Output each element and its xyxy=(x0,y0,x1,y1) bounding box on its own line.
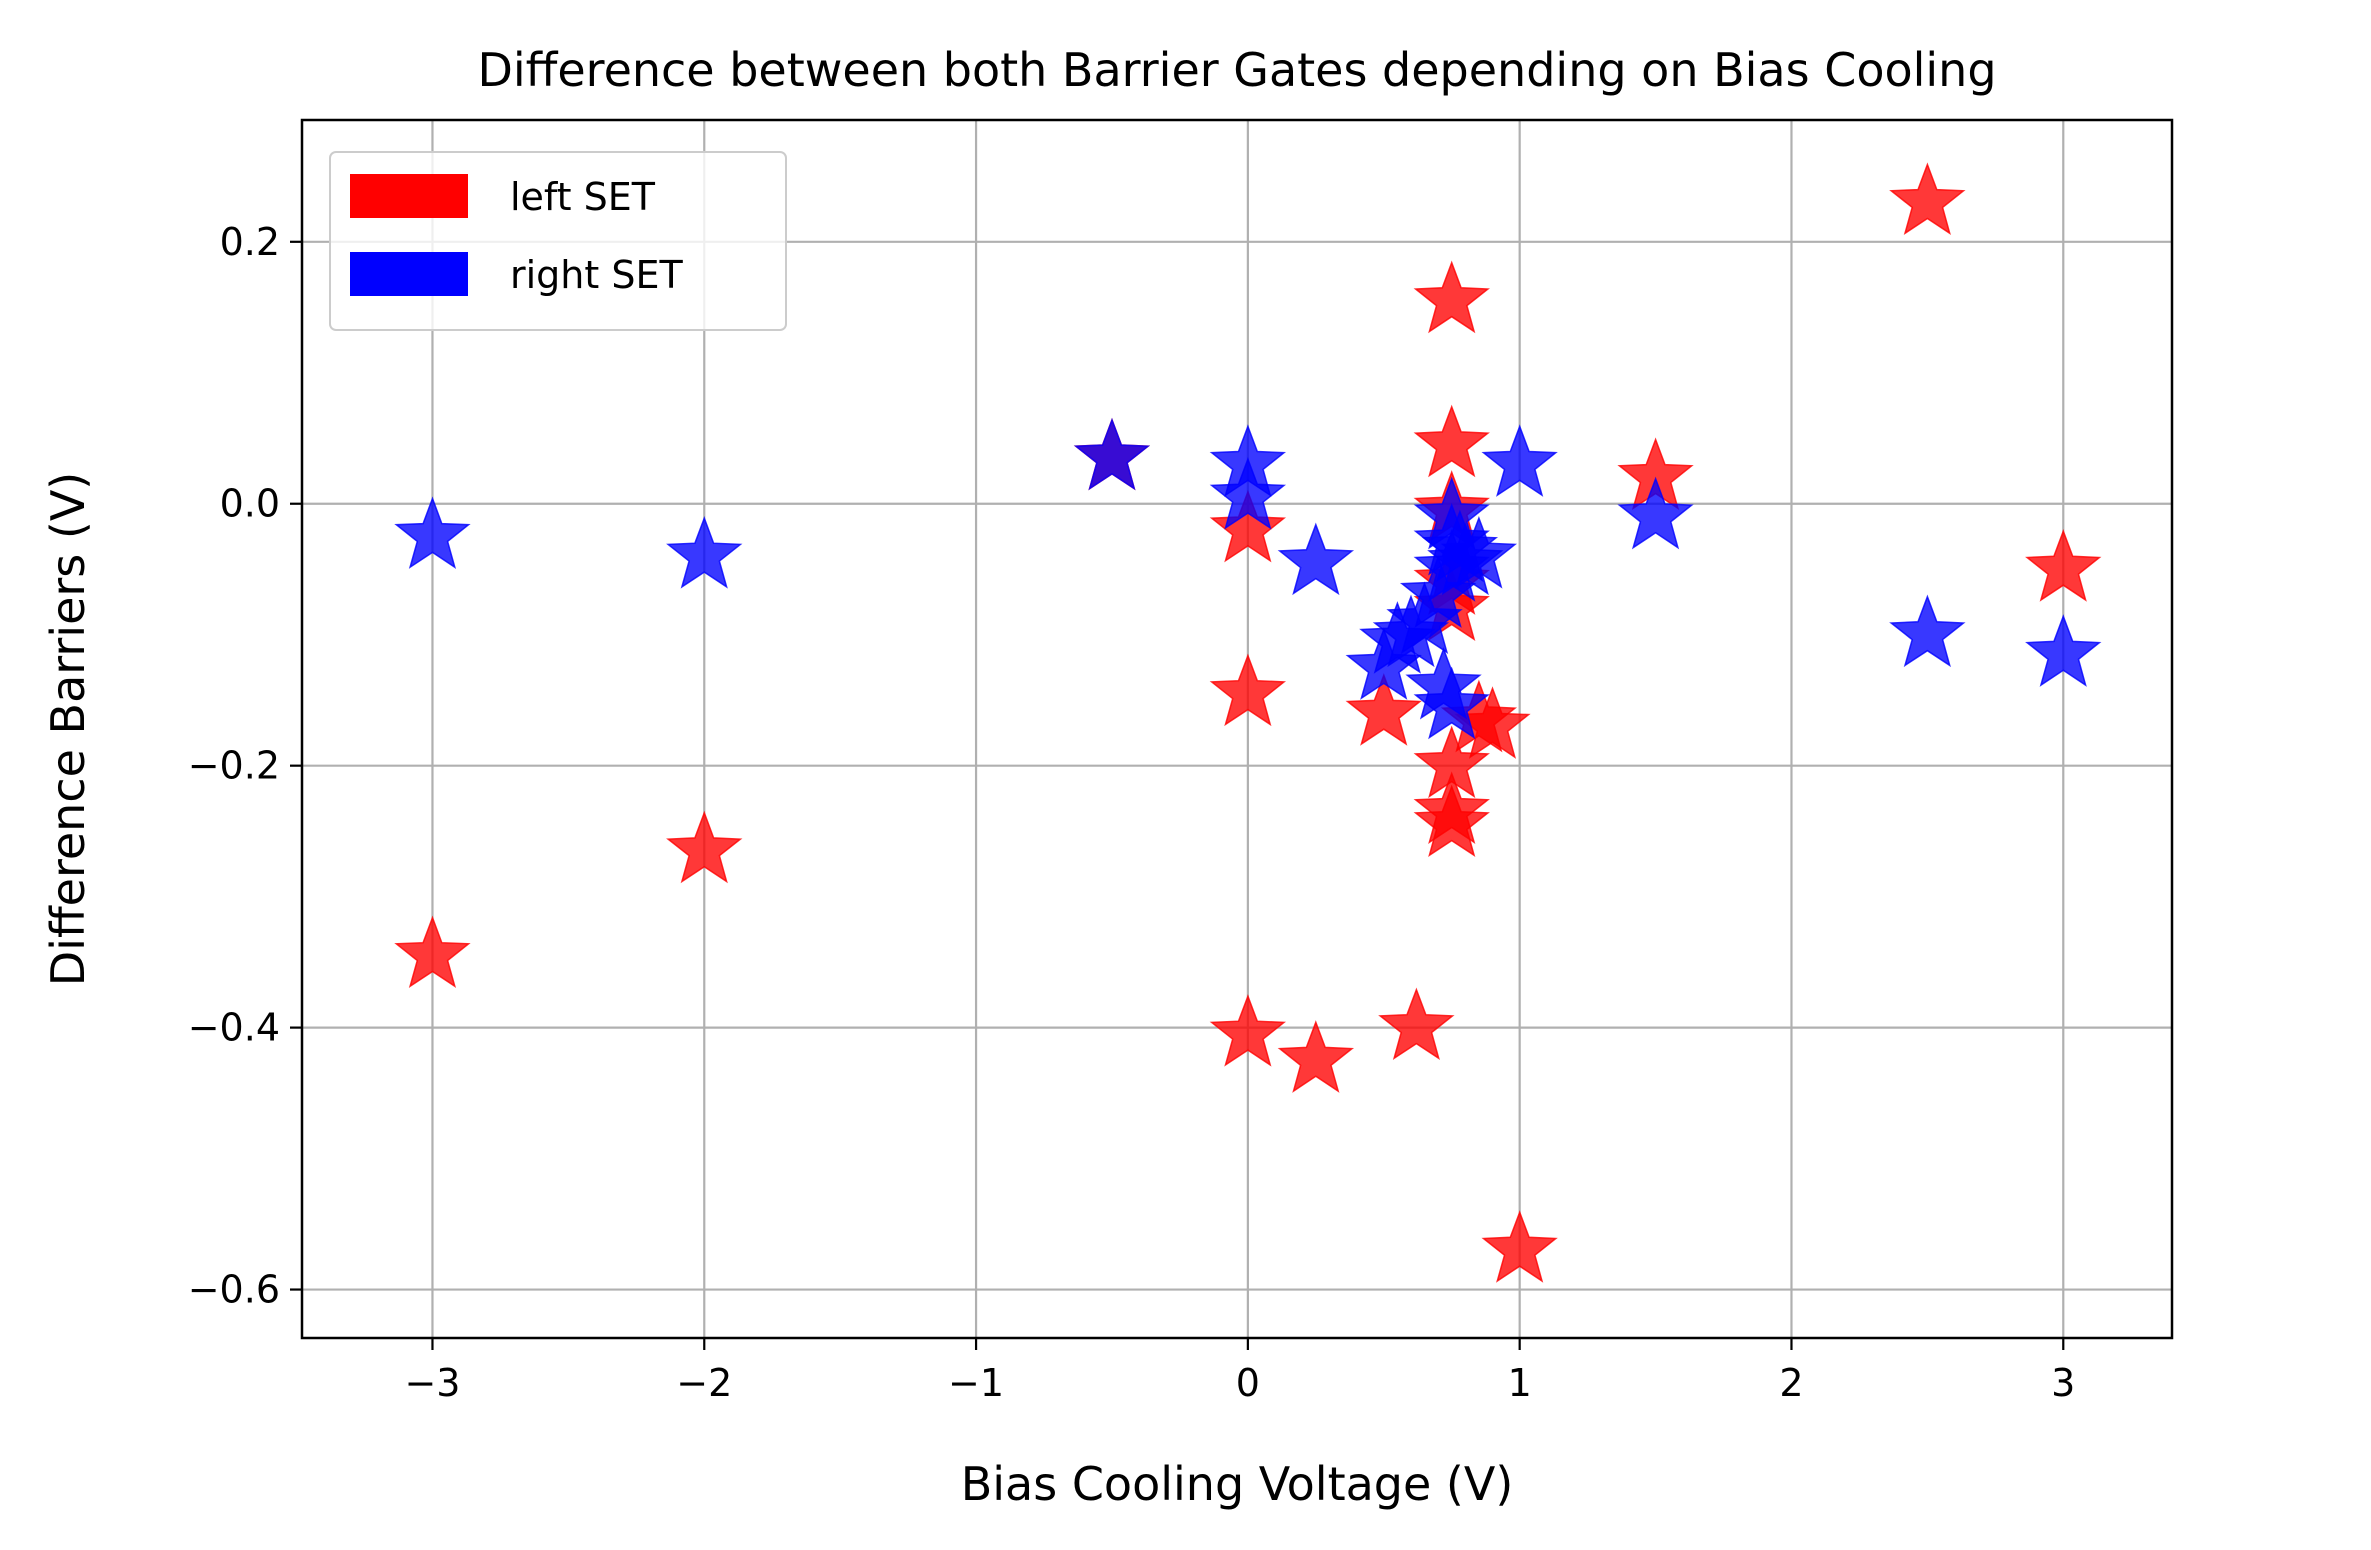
legend-label-left-set: left SET xyxy=(510,175,656,219)
data-point-right-set xyxy=(1889,594,1966,668)
plot-frame xyxy=(300,118,2174,1340)
data-point-left-set xyxy=(2025,529,2102,602)
axis-ticks: −3 −2 −1 0 1 2 3 0.2 0.0 −0.2 −0.4 −0.6 xyxy=(188,220,2076,1405)
y-tick-label: −0.4 xyxy=(188,1006,280,1050)
x-tick-label: 3 xyxy=(2051,1361,2075,1405)
x-tick-label: 0 xyxy=(1236,1361,1260,1405)
data-point-left-set xyxy=(1889,162,1966,236)
data-point-left-set xyxy=(1209,994,1287,1067)
data-point-right-set xyxy=(2025,614,2102,687)
x-tick-label: −3 xyxy=(404,1361,460,1405)
data-point-left-set xyxy=(1413,784,1490,858)
data-point-left-set xyxy=(1378,987,1455,1061)
legend: left SET right SET xyxy=(329,151,787,331)
x-tick-label: −1 xyxy=(948,1361,1004,1405)
y-tick-label: −0.6 xyxy=(188,1268,280,1312)
x-tick-label: 2 xyxy=(1779,1361,1803,1405)
legend-label-right-set: right SET xyxy=(510,253,683,297)
data-point-right-set xyxy=(1073,417,1151,491)
data-point-left-set xyxy=(1209,653,1287,727)
data-point-right-set xyxy=(394,496,471,569)
data-point-left-set xyxy=(1413,404,1490,478)
data-point-right-set xyxy=(1209,457,1287,530)
data-point-left-set xyxy=(1413,260,1490,334)
data-point-right-set xyxy=(666,515,743,589)
data-point-left-set xyxy=(1345,673,1422,746)
legend-swatch-left-set xyxy=(350,174,468,218)
data-point-left-set xyxy=(1209,489,1287,563)
data-point-right-set xyxy=(1277,522,1355,596)
y-axis-label: Difference Barriers (V) xyxy=(41,472,95,986)
data-point-left-set xyxy=(666,810,743,884)
y-tick-label: 0.0 xyxy=(220,482,280,526)
y-tick-label: 0.2 xyxy=(220,220,280,264)
data-point-right-set xyxy=(1440,515,1518,589)
x-axis-label: Bias Cooling Voltage (V) xyxy=(961,1457,1514,1511)
x-tick-label: 1 xyxy=(1508,1361,1532,1405)
y-tick-label: −0.2 xyxy=(188,744,280,788)
data-point-left-set xyxy=(1481,1210,1558,1283)
data-point-left-set xyxy=(1277,1020,1355,1093)
data-point-left-set xyxy=(394,915,471,989)
data-point-right-set xyxy=(1481,424,1558,497)
data-point-right-set xyxy=(1617,476,1694,550)
chart-title: Difference between both Barrier Gates de… xyxy=(477,43,1996,97)
data-point-right-set xyxy=(1413,666,1490,740)
data-points xyxy=(394,162,2102,1283)
x-tick-label: −2 xyxy=(676,1361,732,1405)
legend-swatch-right-set xyxy=(350,252,468,296)
